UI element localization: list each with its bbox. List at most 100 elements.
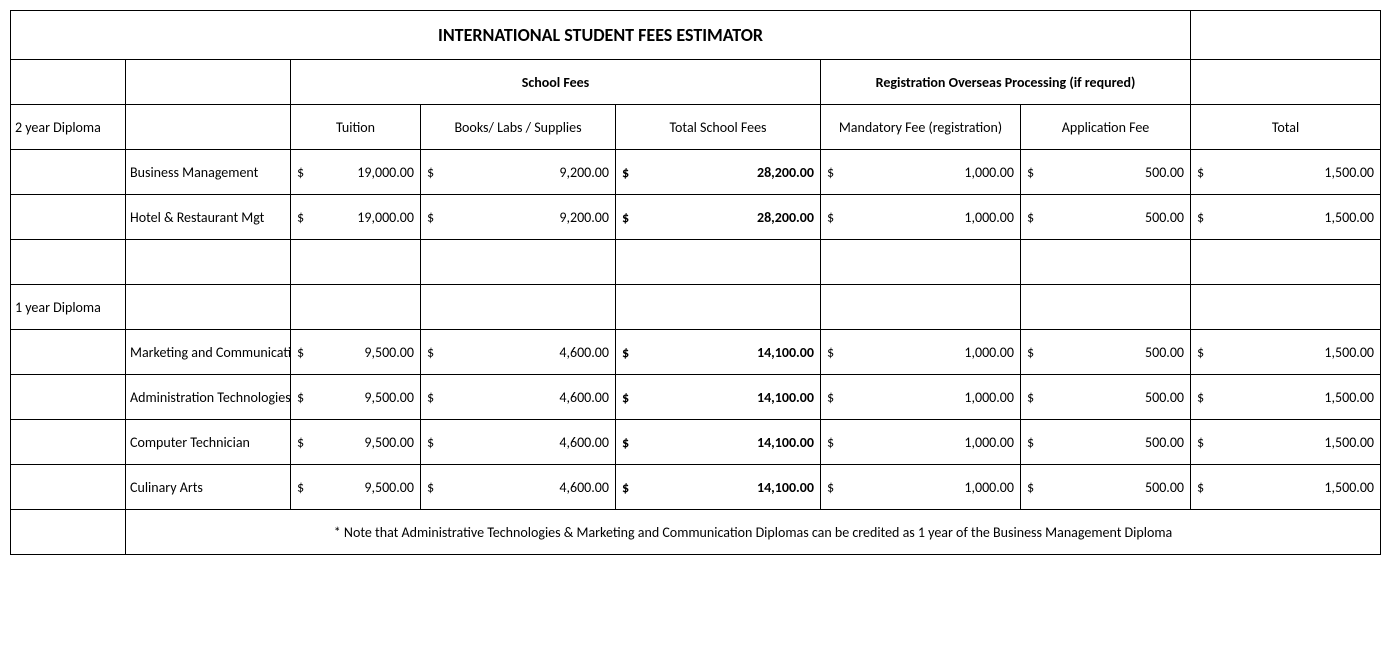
fees-table: INTERNATIONAL STUDENT FEES ESTIMATOR Sch… [10, 10, 1381, 555]
currency-symbol: $ [297, 164, 304, 181]
empty-cell [11, 330, 126, 375]
value: 500.00 [1145, 479, 1184, 496]
cell-mandatory: $1,000.00 [821, 465, 1021, 510]
currency-symbol: $ [1027, 164, 1034, 181]
empty-cell [1191, 11, 1381, 60]
col-application: Application Fee [1021, 105, 1191, 150]
empty-cell [11, 420, 126, 465]
value: 9,500.00 [364, 434, 414, 451]
currency-symbol: $ [1027, 344, 1034, 361]
value: 9,200.00 [559, 209, 609, 226]
cell-mandatory: $1,000.00 [821, 420, 1021, 465]
cell-tuition: $19,000.00 [291, 150, 421, 195]
value: 9,500.00 [364, 389, 414, 406]
program-name: Administration Technologies [126, 375, 291, 420]
cell-books: $9,200.00 [421, 195, 616, 240]
value: 500.00 [1145, 164, 1184, 181]
currency-symbol: $ [1197, 479, 1204, 496]
currency-symbol: $ [827, 479, 834, 496]
value: 9,500.00 [364, 344, 414, 361]
currency-symbol: $ [297, 389, 304, 406]
value: 4,600.00 [559, 389, 609, 406]
currency-symbol: $ [427, 344, 434, 361]
currency-symbol: $ [827, 344, 834, 361]
currency-symbol: $ [1197, 389, 1204, 406]
group-header-school: School Fees [291, 60, 821, 105]
footnote: * Note that Administrative Technologies … [126, 510, 1381, 555]
col-mandatory: Mandatory Fee (registration) [821, 105, 1021, 150]
cell-application: $500.00 [1021, 375, 1191, 420]
currency-symbol: $ [1197, 434, 1204, 451]
empty-cell [126, 105, 291, 150]
cell-application: $500.00 [1021, 420, 1191, 465]
currency-symbol: $ [1197, 209, 1204, 226]
value: 19,000.00 [357, 164, 414, 181]
cell-tuition: $9,500.00 [291, 375, 421, 420]
col-tuition: Tuition [291, 105, 421, 150]
value: 4,600.00 [559, 344, 609, 361]
col-books: Books/ Labs / Supplies [421, 105, 616, 150]
value: 1,000.00 [964, 209, 1014, 226]
cell-application: $500.00 [1021, 465, 1191, 510]
cell-books: $4,600.00 [421, 375, 616, 420]
cell-mandatory: $1,000.00 [821, 195, 1021, 240]
value: 28,200.00 [757, 164, 814, 181]
cell-total-school: $14,100.00 [616, 330, 821, 375]
currency-symbol: $ [622, 209, 629, 226]
value: 9,500.00 [364, 479, 414, 496]
page-title: INTERNATIONAL STUDENT FEES ESTIMATOR [11, 11, 1191, 60]
program-name: Business Management [126, 150, 291, 195]
value: 1,000.00 [964, 344, 1014, 361]
currency-symbol: $ [622, 344, 629, 361]
cell-application: $500.00 [1021, 330, 1191, 375]
cell-tuition: $19,000.00 [291, 195, 421, 240]
cell-books: $4,600.00 [421, 330, 616, 375]
empty-cell [1191, 60, 1381, 105]
currency-symbol: $ [1197, 344, 1204, 361]
cell-books: $4,600.00 [421, 465, 616, 510]
value: 4,600.00 [559, 479, 609, 496]
empty-cell [11, 150, 126, 195]
cell-total: $1,500.00 [1191, 375, 1381, 420]
value: 1,500.00 [1324, 389, 1374, 406]
currency-symbol: $ [1027, 389, 1034, 406]
table-row: Marketing and Communications $9,500.00 $… [11, 330, 1381, 375]
empty-cell [126, 60, 291, 105]
cell-tuition: $9,500.00 [291, 465, 421, 510]
cell-total: $1,500.00 [1191, 330, 1381, 375]
value: 1,000.00 [964, 389, 1014, 406]
cell-application: $500.00 [1021, 150, 1191, 195]
program-name: Marketing and Communications [126, 330, 291, 375]
currency-symbol: $ [1027, 479, 1034, 496]
currency-symbol: $ [427, 434, 434, 451]
value: 1,000.00 [964, 479, 1014, 496]
cell-total-school: $28,200.00 [616, 150, 821, 195]
value: 500.00 [1145, 434, 1184, 451]
empty-cell [11, 465, 126, 510]
value: 1,500.00 [1324, 434, 1374, 451]
currency-symbol: $ [622, 434, 629, 451]
currency-symbol: $ [622, 164, 629, 181]
currency-symbol: $ [827, 389, 834, 406]
program-name: Culinary Arts [126, 465, 291, 510]
value: 14,100.00 [757, 344, 814, 361]
cell-books: $9,200.00 [421, 150, 616, 195]
currency-symbol: $ [622, 389, 629, 406]
col-total: Total [1191, 105, 1381, 150]
value: 1,000.00 [964, 164, 1014, 181]
currency-symbol: $ [1027, 434, 1034, 451]
currency-symbol: $ [427, 479, 434, 496]
value: 1,500.00 [1324, 479, 1374, 496]
table-row: Business Management $19,000.00 $9,200.00… [11, 150, 1381, 195]
currency-symbol: $ [427, 164, 434, 181]
empty-cell [11, 510, 126, 555]
value: 1,500.00 [1324, 164, 1374, 181]
currency-symbol: $ [297, 344, 304, 361]
value: 500.00 [1145, 344, 1184, 361]
cell-total-school: $28,200.00 [616, 195, 821, 240]
empty-cell [11, 375, 126, 420]
cell-mandatory: $1,000.00 [821, 375, 1021, 420]
cell-tuition: $9,500.00 [291, 420, 421, 465]
value: 1,500.00 [1324, 344, 1374, 361]
currency-symbol: $ [827, 164, 834, 181]
